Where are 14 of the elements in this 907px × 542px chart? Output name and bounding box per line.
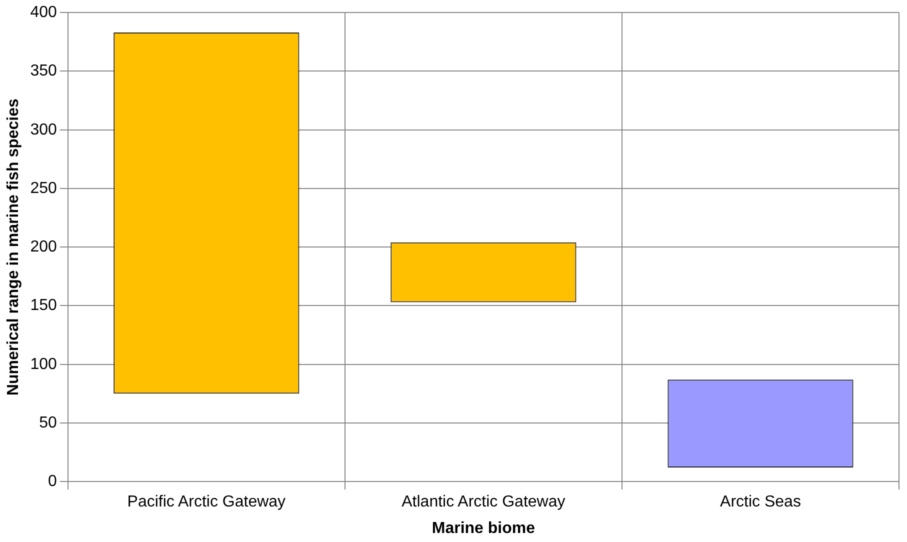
y-tick-label: 300 <box>30 121 57 138</box>
y-tick-label: 0 <box>48 473 57 490</box>
y-tick-label: 400 <box>30 4 57 22</box>
y-axis-title: Numerical range in marine fish species <box>5 98 22 396</box>
y-tick-label: 100 <box>30 356 57 373</box>
y-tick-label: 200 <box>30 238 57 256</box>
x-tick-label: Arctic Seas <box>720 494 801 511</box>
y-tick-label: 50 <box>39 414 57 432</box>
x-tick-label: Atlantic Arctic Gateway <box>402 494 566 511</box>
x-tick-label: Pacific Arctic Gateway <box>127 494 286 511</box>
y-tick-label: 350 <box>30 62 57 80</box>
y-tick-label: 150 <box>30 297 57 314</box>
x-axis-title: Marine biome <box>432 520 536 537</box>
y-tick-label: 250 <box>30 180 57 197</box>
